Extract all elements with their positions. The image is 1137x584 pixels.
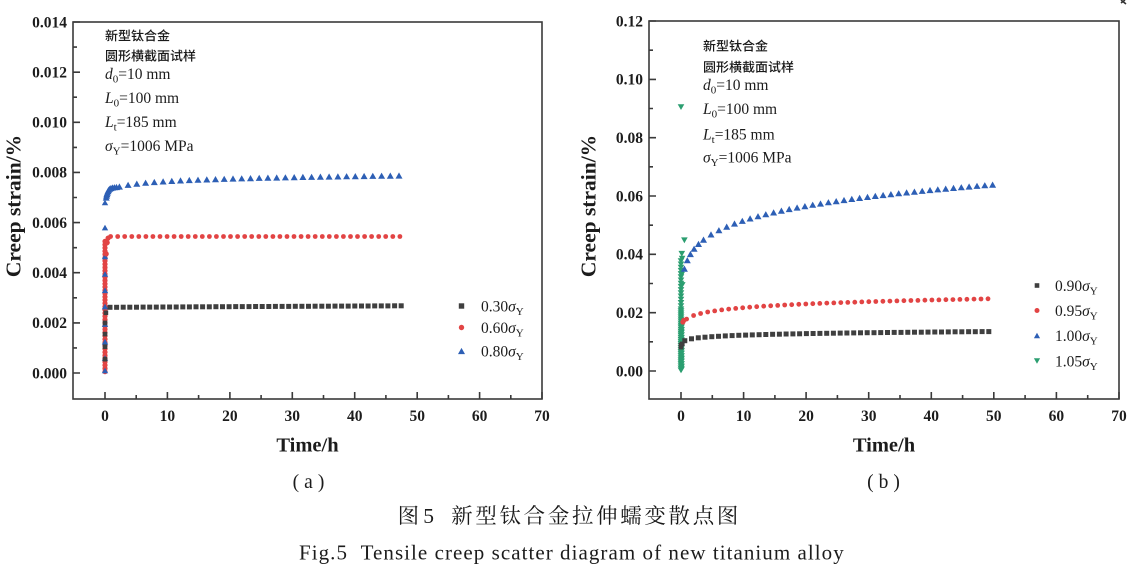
svg-text:30: 30	[861, 408, 877, 425]
svg-text:0.006: 0.006	[32, 215, 67, 232]
svg-text:0.008: 0.008	[32, 165, 67, 182]
svg-text:50: 50	[409, 408, 425, 425]
svg-text:Lt=185 mm: Lt=185 mm	[702, 126, 775, 146]
svg-text:5: 5	[423, 504, 434, 528]
svg-text:L0=100 mm: L0=100 mm	[104, 90, 179, 110]
svg-text:1.00σY: 1.00σY	[1055, 328, 1098, 348]
svg-text:0.95σY: 0.95σY	[1055, 303, 1098, 323]
svg-text:70: 70	[1111, 408, 1127, 425]
svg-text:0.004: 0.004	[32, 265, 67, 282]
svg-text:0.06: 0.06	[616, 188, 643, 205]
svg-text:0.10: 0.10	[616, 72, 643, 89]
svg-text:0.80σY: 0.80σY	[481, 343, 524, 363]
svg-text:60: 60	[1049, 408, 1065, 425]
svg-text:0.90σY: 0.90σY	[1055, 278, 1098, 298]
svg-text:50: 50	[986, 408, 1002, 425]
svg-text:60: 60	[472, 408, 488, 425]
svg-text:20: 20	[222, 408, 238, 425]
svg-text:Time/h: Time/h	[276, 435, 339, 457]
svg-text:0.002: 0.002	[32, 315, 67, 332]
svg-text:40: 40	[347, 408, 363, 425]
svg-text:0.30σY: 0.30σY	[481, 298, 524, 318]
svg-text:L0=100 mm: L0=100 mm	[702, 101, 777, 121]
svg-text:(b): (b)	[867, 472, 905, 493]
svg-text:0.014: 0.014	[32, 14, 67, 31]
svg-text:1.05σY: 1.05σY	[1055, 353, 1098, 373]
svg-text:0: 0	[101, 408, 109, 425]
svg-text:Creep strain/%: Creep strain/%	[2, 135, 26, 277]
svg-text:0.00: 0.00	[616, 363, 643, 380]
svg-text:d0=10 mm: d0=10 mm	[105, 66, 170, 86]
svg-text:d0=10 mm: d0=10 mm	[703, 77, 768, 97]
svg-text:0.02: 0.02	[616, 305, 643, 322]
svg-text:0: 0	[677, 408, 685, 425]
svg-text:Time/h: Time/h	[853, 435, 916, 457]
svg-text:0.12: 0.12	[616, 13, 643, 30]
svg-text:20: 20	[798, 408, 814, 425]
svg-text:(a): (a)	[293, 472, 330, 493]
svg-text:70: 70	[534, 408, 550, 425]
svg-text:σY=1006 MPa: σY=1006 MPa	[703, 149, 792, 169]
svg-text:0.08: 0.08	[616, 130, 643, 147]
svg-text:0.010: 0.010	[32, 115, 67, 132]
svg-text:Fig.5 Tensile creep scatter d: Fig.5 Tensile creep scatter diagram of n…	[299, 541, 845, 565]
svg-text:40: 40	[924, 408, 940, 425]
svg-text:Creep strain/%: Creep strain/%	[577, 135, 601, 277]
svg-text:0.000: 0.000	[32, 365, 67, 382]
svg-text:0.60σY: 0.60σY	[481, 320, 524, 340]
svg-text:30: 30	[285, 408, 301, 425]
svg-text:0.012: 0.012	[32, 65, 67, 82]
svg-text:10: 10	[160, 408, 176, 425]
svg-text:σY=1006 MPa: σY=1006 MPa	[105, 138, 194, 158]
svg-text:10: 10	[736, 408, 752, 425]
svg-text:0.04: 0.04	[616, 247, 643, 264]
svg-text:Lt=185 mm: Lt=185 mm	[104, 114, 177, 134]
